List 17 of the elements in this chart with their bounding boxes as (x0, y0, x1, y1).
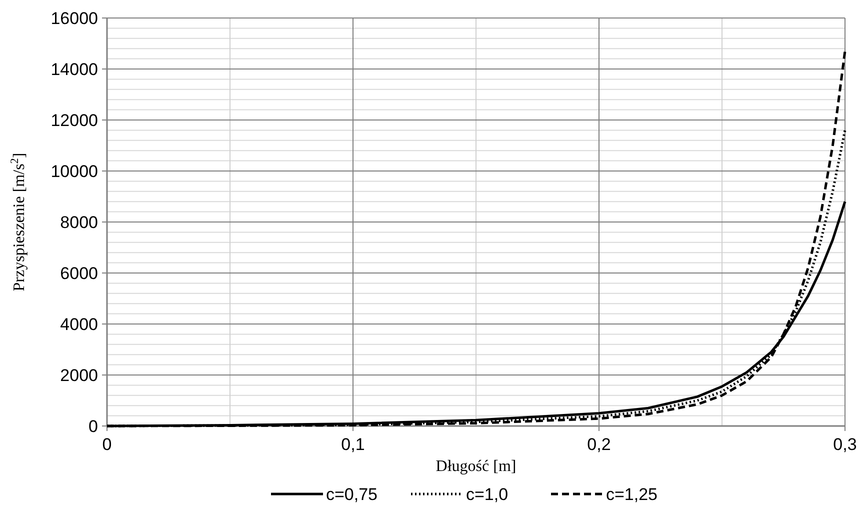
legend-label: c=1,0 (466, 485, 508, 504)
y-tick-label: 16000 (50, 8, 98, 28)
x-tick-label: 0,1 (341, 435, 365, 454)
y-tick-label: 14000 (50, 60, 98, 79)
x-tick-label: 0 (102, 435, 112, 454)
y-tick-label: 2000 (60, 366, 98, 385)
legend-label: c=0,75 (326, 485, 378, 504)
y-tick-label: 0 (88, 416, 98, 436)
y-tick-label: 8000 (60, 212, 98, 232)
y-tick-label: 12000 (50, 110, 98, 130)
legend-label: c=1,25 (606, 485, 658, 504)
y-tick-label: 4000 (60, 314, 98, 334)
x-tick-label: 0,3 (833, 435, 857, 454)
x-axis-title: Długość [m] (436, 458, 516, 475)
y-tick-label: 6000 (60, 264, 98, 283)
x-tick-label: 0,2 (587, 435, 611, 454)
y-tick-label: 10000 (50, 162, 98, 181)
